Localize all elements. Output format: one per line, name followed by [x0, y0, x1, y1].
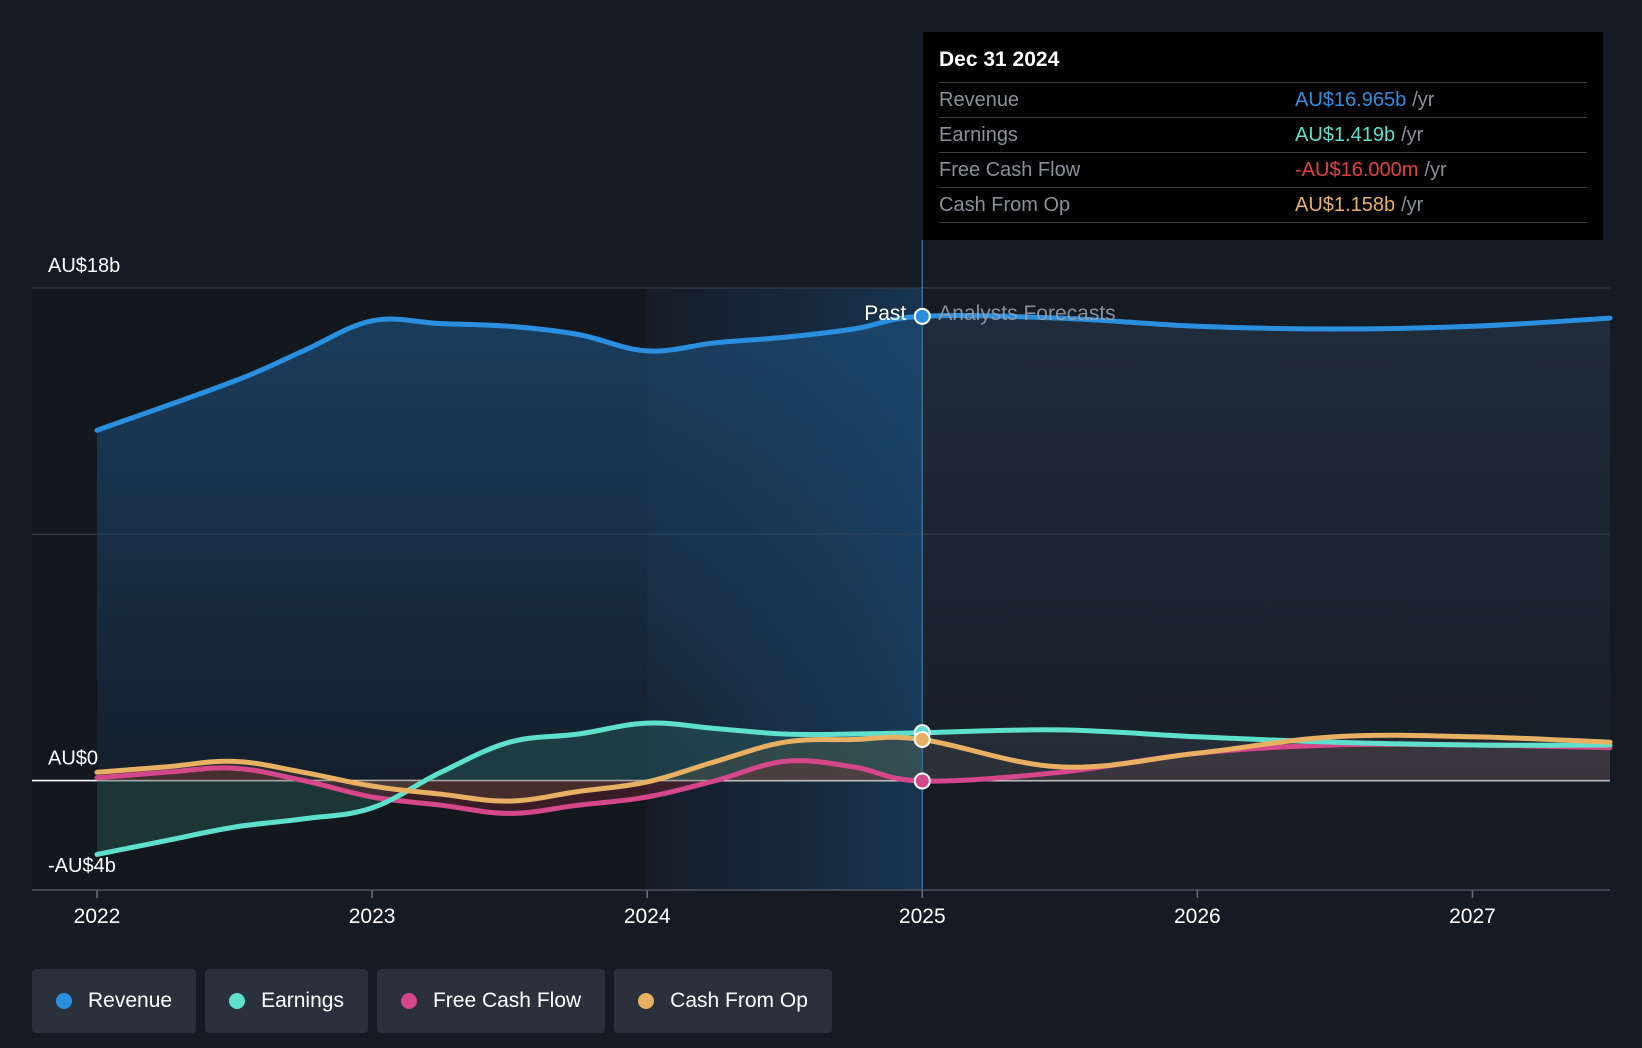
free-cash-flow-area-past [97, 760, 923, 814]
legend-dot-icon [229, 993, 246, 1009]
free-cash-flow-area-forecast [922, 744, 1610, 782]
free-cash-flow-marker [913, 772, 931, 790]
past-label: Past [864, 302, 906, 325]
tooltip-value: AU$16.965b [1295, 89, 1407, 111]
tooltip-row-revenue: Revenue AU$16.965b /yr [939, 83, 1587, 118]
revenue-line [94, 313, 1613, 433]
tooltip-label: Free Cash Flow [939, 159, 1081, 181]
revenue-area-forecast [922, 315, 1610, 781]
revenue-marker [913, 307, 931, 325]
series-lines [94, 313, 1613, 857]
legend-dot-icon [56, 993, 72, 1009]
x-tick-label: 2024 [624, 905, 671, 928]
tooltip-unit: /yr [1401, 194, 1424, 216]
legend: Revenue Earnings Free Cash Flow Cash Fro… [32, 969, 832, 1033]
y-tick-label: AU$18b [48, 255, 120, 277]
tooltip-value: AU$1.158b [1295, 194, 1396, 216]
legend-item-revenue[interactable]: Revenue [32, 969, 197, 1033]
tooltip-row-cash-from-op: Cash From Op AU$1.158b /yr [939, 188, 1587, 223]
legend-item-free-cash-flow[interactable]: Free Cash Flow [376, 969, 606, 1033]
x-tick-label: 2026 [1174, 905, 1221, 928]
cash-from-op-line [94, 732, 1613, 804]
legend-label: Free Cash Flow [432, 989, 582, 1012]
legend-label: Earnings [261, 989, 344, 1012]
tooltip-label: Earnings [939, 124, 1018, 146]
legend-dot-icon [400, 993, 417, 1009]
tooltip-row-free-cash-flow: Free Cash Flow -AU$16.000m /yr [939, 153, 1587, 188]
y-axis-labels: AU$18b AU$0 -AU$4b [48, 255, 120, 877]
revenue-area-past [97, 316, 923, 781]
cash-from-op-marker [913, 731, 931, 748]
legend-label: Cash From Op [670, 989, 808, 1012]
tooltip-row-earnings: Earnings AU$1.419b /yr [939, 118, 1587, 153]
legend-dot-icon [638, 993, 655, 1009]
tooltip-label: Revenue [939, 89, 1020, 111]
x-tick-label: 2023 [349, 905, 396, 928]
x-tick-label: 2027 [1449, 905, 1496, 928]
tooltip-unit: /yr [1424, 159, 1447, 181]
y-tick-label: -AU$4b [48, 855, 116, 877]
legend-item-cash-from-op[interactable]: Cash From Op [614, 969, 832, 1033]
highlight-markers [913, 307, 931, 790]
x-tick-label: 2025 [899, 905, 946, 928]
y-tick-label: AU$0 [48, 748, 98, 770]
legend-label: Revenue [88, 989, 173, 1012]
x-axis: 2022 2023 2024 2025 2026 2027 [32, 889, 1610, 928]
tooltip-value: AU$1.419b [1295, 124, 1396, 146]
tooltip-unit: /yr [1412, 89, 1435, 111]
tooltip-label: Cash From Op [939, 194, 1071, 216]
earnings-area-past [97, 722, 923, 855]
legend-item-earnings[interactable]: Earnings [205, 969, 368, 1033]
free-cash-flow-line [94, 741, 1613, 816]
tooltip-unit: /yr [1401, 124, 1424, 146]
tooltip: Dec 31 2024 Revenue AU$16.965b /yr Earni… [923, 32, 1603, 240]
x-tick-label: 2022 [74, 905, 121, 928]
tooltip-value: -AU$16.000m [1295, 159, 1419, 181]
area-fills [97, 315, 1610, 855]
tooltip-date: Dec 31 2024 [939, 46, 1587, 83]
forecast-label: Analysts Forecasts [938, 302, 1115, 325]
